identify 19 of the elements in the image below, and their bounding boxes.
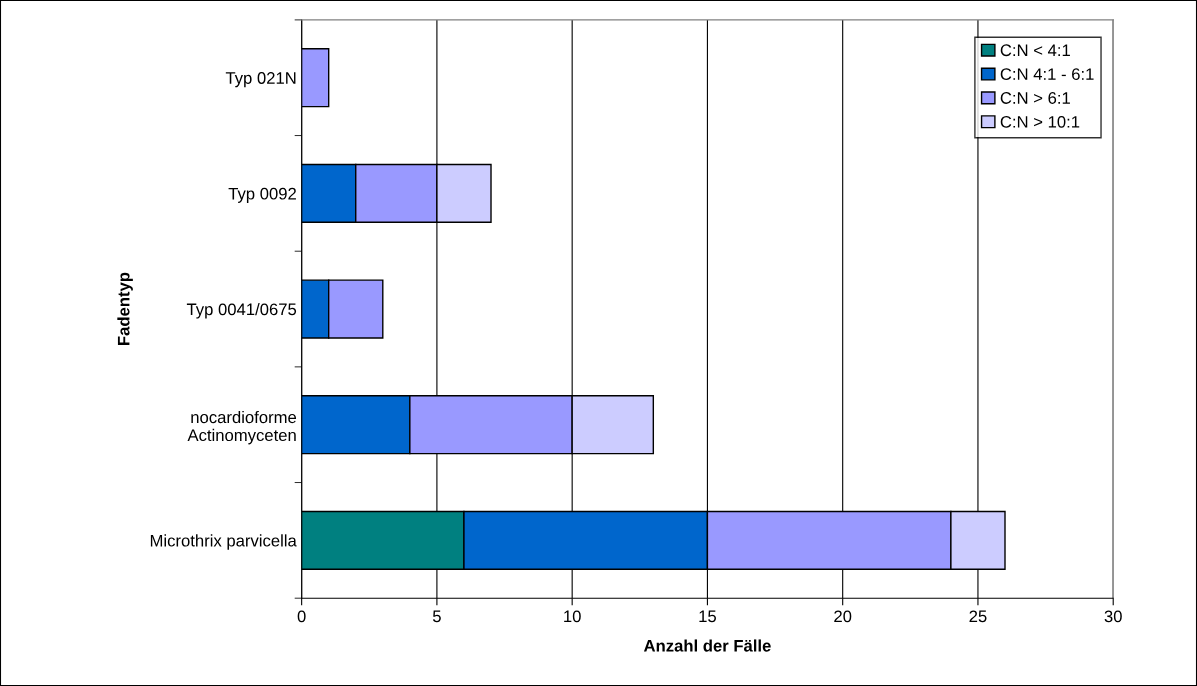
x-axis-title: Anzahl der Fälle: [643, 639, 771, 652]
bar: [301, 48, 330, 108]
x-tick-label: 30: [1104, 610, 1122, 623]
x-tick-label: 0: [297, 610, 306, 623]
legend-label: C:N 4:1 - 6:1: [1000, 68, 1094, 81]
y-tick-label: nocardioforme Actinomyceten: [187, 410, 297, 445]
legend-label: C:N > 10:1: [1000, 115, 1080, 128]
y-tick-label: Typ 0041/0675: [186, 303, 297, 319]
x-tick-label: 15: [699, 610, 716, 623]
x-tick-label: 25: [969, 610, 987, 623]
legend-label: C:N > 6:1: [1000, 92, 1070, 104]
x-tick-label: 20: [834, 610, 852, 623]
y-tick-label: Typ 0092: [228, 187, 296, 203]
y-axis-title: Fadentyp: [117, 272, 133, 345]
legend-label: C:N < 4:1: [1000, 44, 1070, 57]
y-tick-label: Microthrix parvicella: [150, 534, 297, 550]
x-tick-label: 10: [564, 610, 581, 623]
y-tick-label: Typ 021N: [225, 72, 296, 88]
x-tick-label: 5: [432, 610, 441, 623]
